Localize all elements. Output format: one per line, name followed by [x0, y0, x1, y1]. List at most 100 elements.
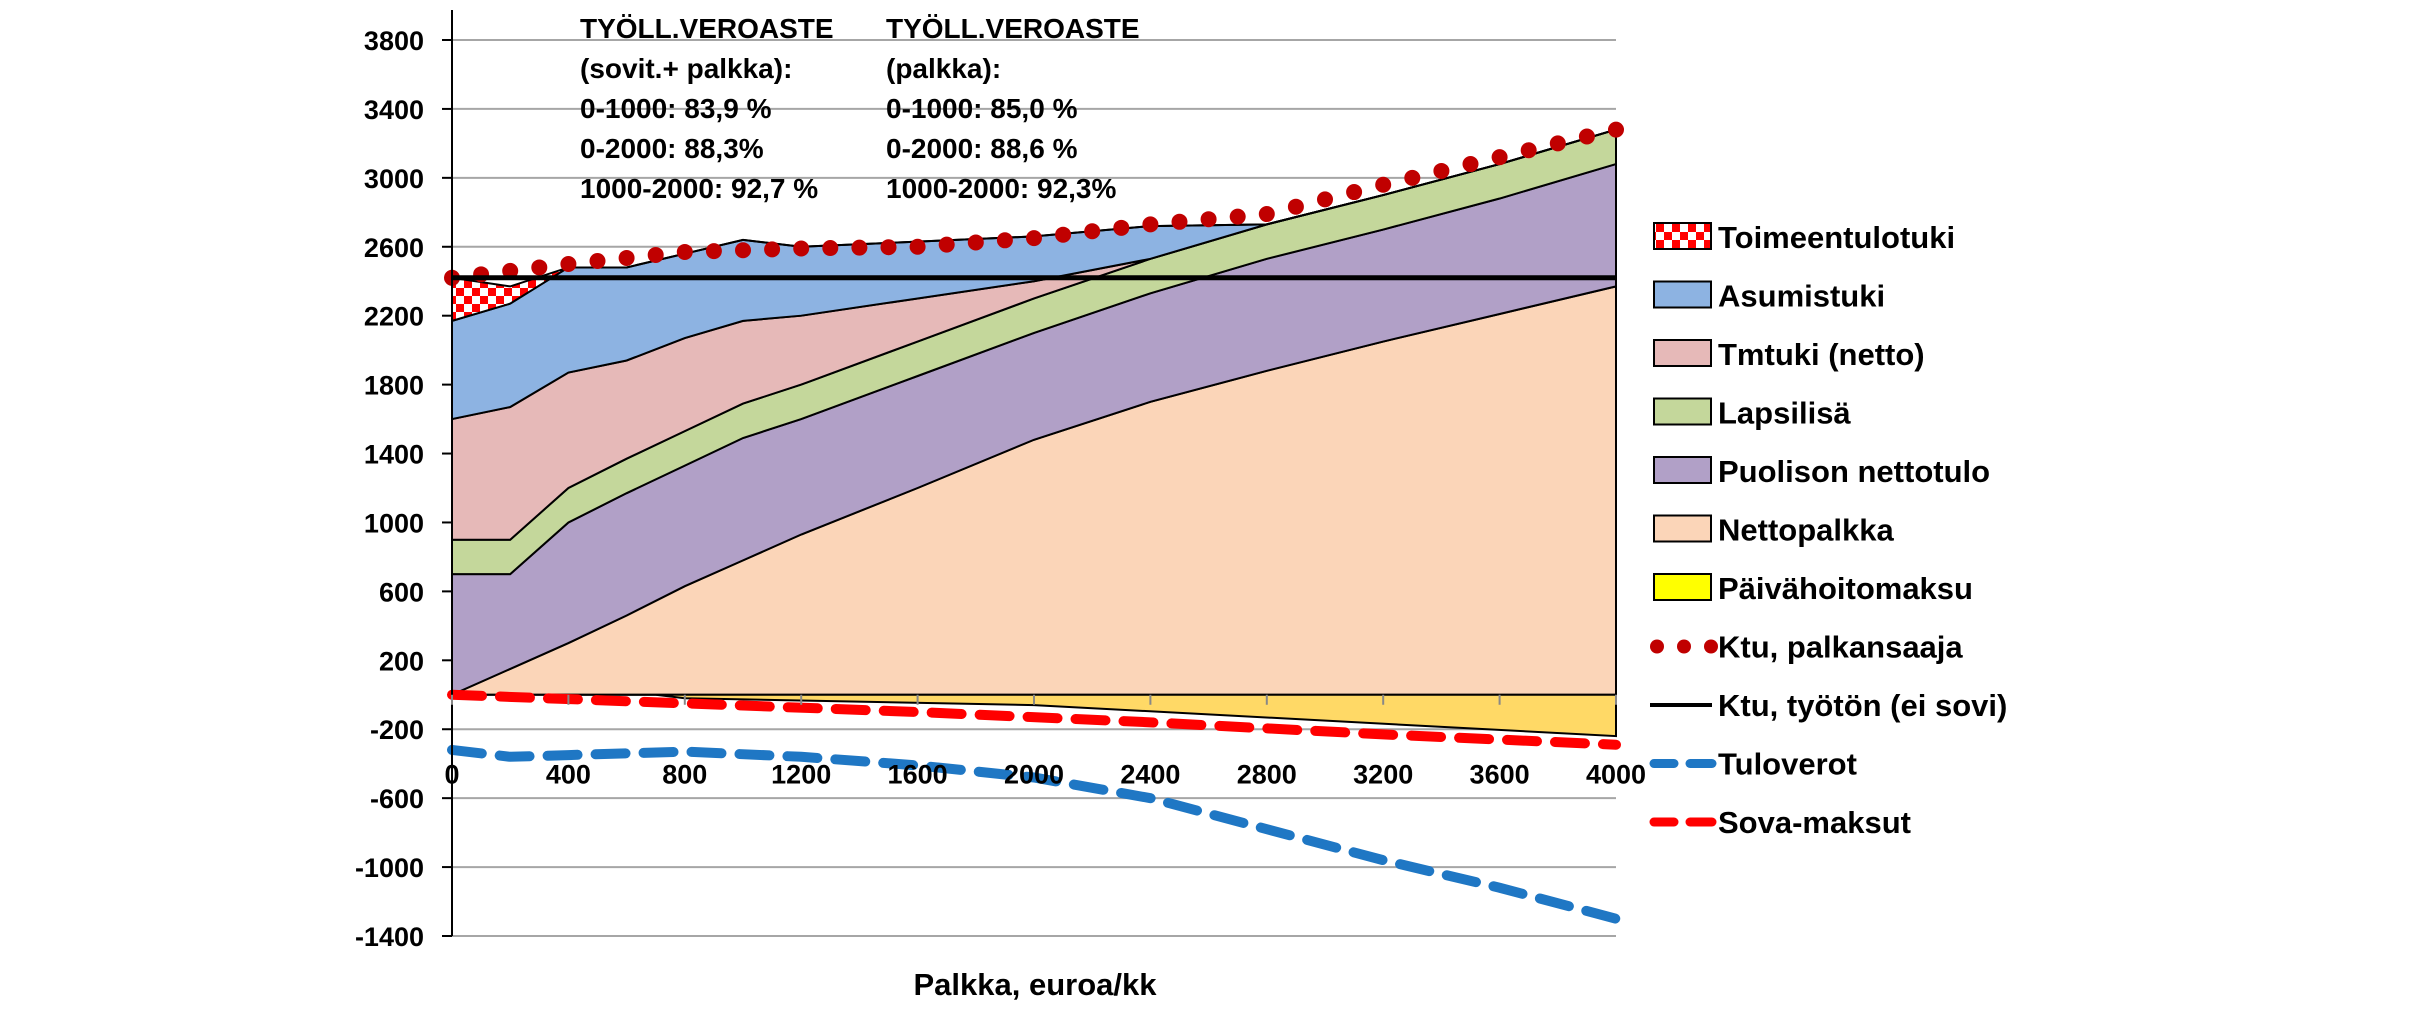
ktu-palkansaaja-point: [676, 243, 693, 260]
ktu-palkansaaja-point: [735, 242, 751, 259]
legend-item: Tuloverot: [1649, 747, 1857, 782]
area-paivahoitomaksu: [452, 693, 1617, 738]
legend-label: Sova-maksut: [1718, 805, 1911, 840]
legend-item: Lapsilisä: [1653, 396, 1851, 431]
y-tick-label: 1400: [364, 440, 424, 470]
annotations: TYÖLL.VEROASTE (sovit.+ palkka): 0-1000: 8…: [580, 13, 1140, 204]
ktu-palkansaaja-point: [1433, 162, 1450, 179]
y-tick-label: -1000: [355, 853, 424, 883]
legend-label: Päivähoitomaksu: [1718, 571, 1973, 606]
ktu-palkansaaja-point: [909, 238, 926, 255]
legend-label: Tmtuki (netto): [1718, 337, 1925, 372]
ktu-palkansaaja-point: [1200, 211, 1217, 228]
ktu-palkansaaja-point: [1462, 156, 1479, 173]
x-tick-label: 4000: [1586, 760, 1646, 790]
legend-label: Ktu, palkansaaja: [1718, 630, 1963, 665]
y-tick-label: 600: [379, 577, 424, 607]
ktu-palkansaaja-point: [502, 262, 519, 279]
legend-item: Asumistuki: [1653, 279, 1885, 314]
line-tuloverot: [447, 744, 1621, 924]
legend-label: Ktu, työtön (ei sovi): [1718, 688, 2007, 723]
annotation-line: 0-1000: 83,9 %: [580, 93, 772, 124]
stacked-areas: [451, 128, 1617, 738]
y-tick-label: 3000: [364, 164, 424, 194]
x-tick-label: 3600: [1470, 760, 1530, 790]
x-tick-label: 1200: [771, 760, 831, 790]
axes: 3800 3400 3000 2600 2200 1800 1400 1000 600 200 -2…: [355, 10, 1646, 952]
annotation-line: 0-2000: 88,3%: [580, 133, 764, 164]
x-tick-label: 800: [662, 760, 707, 790]
legend-label: Nettopalkka: [1718, 513, 1894, 548]
legend-swatch: [1653, 222, 1712, 250]
legend-item: Päivähoitomaksu: [1653, 571, 1973, 606]
annotation-line: TYÖLL.VEROASTE: [886, 13, 1140, 44]
legend-item: Puolison nettotulo: [1653, 454, 1990, 489]
line-ktu-palkansaaja: [444, 121, 1624, 286]
y-tick-label: -600: [370, 784, 424, 814]
x-tick-label: 3200: [1353, 760, 1413, 790]
annotation-line: 0-1000: 85,0 %: [886, 93, 1078, 124]
legend-dot: [1650, 639, 1664, 654]
x-axis-label: Palkka, euroa/kk: [914, 967, 1158, 1002]
y-tick-label: 200: [379, 646, 424, 676]
legend-swatch: [1653, 397, 1712, 426]
x-tick-label: 2000: [1004, 760, 1064, 790]
annotation-line: (sovit.+ palkka):: [580, 53, 792, 84]
x-tick-label: 400: [546, 760, 591, 790]
ktu-palkansaaja-point: [996, 232, 1013, 249]
y-tick-label: 3400: [364, 95, 424, 125]
ktu-palkansaaja-point: [1375, 176, 1392, 193]
legend-swatch: [1653, 456, 1712, 484]
ktu-palkansaaja-point: [589, 252, 606, 269]
x-tick-label: 2800: [1237, 760, 1297, 790]
legend-item: Tmtuki (netto): [1653, 337, 1925, 372]
annotation-line: (palkka):: [886, 53, 1001, 84]
ktu-palkansaaja-point: [764, 241, 781, 258]
ktu-palkansaaja-point: [1578, 128, 1595, 145]
ktu-palkansaaja-point: [1229, 208, 1246, 225]
y-tick-label: -200: [370, 715, 424, 745]
y-tick-label: 1000: [364, 508, 424, 538]
ktu-palkansaaja-point: [1026, 230, 1042, 247]
legend-item: Toimeentulotuki: [1653, 220, 1955, 255]
legend-label: Tuloverot: [1718, 747, 1857, 782]
ktu-palkansaaja-point: [1317, 191, 1333, 208]
ktu-palkansaaja-point: [1113, 219, 1130, 236]
ktu-palkansaaja-point: [1287, 198, 1304, 215]
legend-item: Ktu, palkansaaja: [1650, 630, 1963, 665]
legend-dot: [1677, 639, 1691, 654]
y-tick-label: 1800: [364, 371, 424, 401]
ktu-palkansaaja-point: [938, 236, 955, 253]
ktu-palkansaaja-point: [851, 239, 868, 256]
legend-swatch: [1653, 280, 1712, 309]
ktu-palkansaaja-point: [1142, 216, 1159, 233]
ktu-palkansaaja-point: [1404, 169, 1421, 186]
annotation-line: 1000-2000: 92,7 %: [580, 173, 818, 204]
y-tick-label: 2600: [364, 233, 424, 263]
series-lines: [444, 121, 1624, 924]
ktu-palkansaaja-point: [1346, 184, 1363, 201]
legend-item: Sova-maksut: [1649, 805, 1911, 840]
legend-swatch: [1653, 339, 1712, 367]
legend-swatch: [1653, 514, 1712, 543]
ktu-palkansaaja-point: [705, 243, 722, 260]
legend-label: Lapsilisä: [1718, 396, 1851, 431]
legend-swatch: [1653, 573, 1712, 601]
ktu-palkansaaja-point: [793, 240, 810, 257]
line-sova-maksut: [447, 689, 1621, 750]
ktu-palkansaaja-point: [1258, 206, 1275, 223]
y-tick-label: -1400: [355, 922, 424, 952]
ktu-palkansaaja-point: [1171, 213, 1188, 230]
ktu-palkansaaja-point: [1084, 223, 1101, 240]
legend-label: Puolison nettotulo: [1718, 454, 1990, 489]
ktu-palkansaaja-point: [880, 239, 897, 256]
ktu-palkansaaja-point: [1608, 121, 1624, 138]
ktu-palkansaaja-point: [1549, 135, 1566, 152]
legend-label: Asumistuki: [1718, 279, 1885, 314]
annotation-line: 0-2000: 88,6 %: [886, 133, 1078, 164]
y-tick-label: 3800: [364, 26, 424, 56]
ktu-palkansaaja-point: [618, 249, 635, 266]
ktu-palkansaaja-point: [560, 256, 577, 272]
legend-item: Ktu, työtön (ei sovi): [1650, 688, 2007, 723]
